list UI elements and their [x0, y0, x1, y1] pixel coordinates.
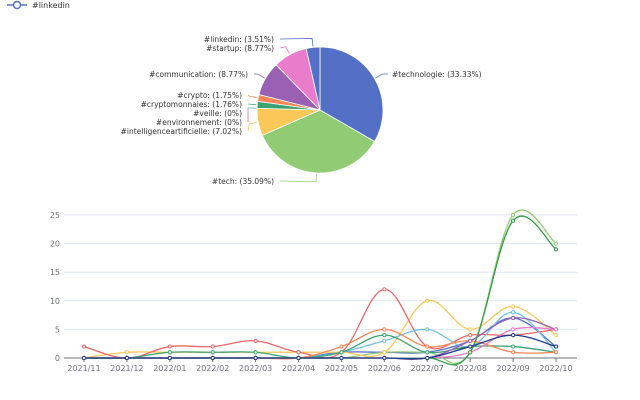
series-point[interactable] — [167, 350, 172, 355]
pie-slice-label: #technologie: (33.33%) — [392, 70, 482, 79]
series-point[interactable] — [553, 241, 559, 246]
pie-leader-line — [375, 73, 389, 79]
pie-slice-label: #startup: (8.77%) — [206, 44, 274, 53]
series-point[interactable] — [425, 344, 430, 349]
series-point[interactable] — [382, 350, 387, 355]
series-point[interactable] — [339, 355, 344, 361]
series-point[interactable] — [510, 327, 516, 332]
series-point[interactable] — [124, 355, 130, 361]
series-point[interactable] — [468, 350, 473, 355]
pie-slice-label: #environnement: (0%) — [156, 118, 242, 127]
series-point[interactable] — [510, 304, 516, 309]
pie-leader-line — [279, 46, 290, 54]
series-point[interactable] — [553, 344, 559, 349]
x-tick-label: 2022/08 — [454, 364, 487, 373]
pie-slice-label: #linkedin: (3.51%) — [204, 35, 274, 44]
series-point[interactable] — [425, 355, 430, 361]
series-line[interactable] — [84, 334, 557, 360]
pie-leader-line — [279, 173, 317, 183]
series-point[interactable] — [553, 350, 559, 355]
y-tick-label: 15 — [50, 268, 60, 277]
pie-chart: #technologie: (33.33%) #tech: (35.09%) #in… — [121, 35, 482, 186]
x-tick-label: 2022/07 — [411, 364, 444, 373]
x-tick-label: 2022/10 — [539, 364, 572, 373]
series-point[interactable] — [425, 350, 430, 355]
y-tick-label: 5 — [55, 325, 60, 334]
x-tick-label: 2022/06 — [368, 364, 401, 373]
series-point[interactable] — [382, 338, 387, 343]
series-point[interactable] — [296, 355, 301, 361]
y-tick-label: 10 — [50, 297, 60, 306]
pie-slice[interactable] — [305, 46, 321, 111]
x-tick-label: 2022/01 — [153, 364, 186, 373]
series-point[interactable] — [339, 350, 344, 355]
pie-leader-line — [247, 121, 258, 132]
series-point[interactable] — [510, 212, 516, 218]
pie-slice[interactable] — [319, 46, 384, 143]
x-tick-label: 2022/03 — [239, 364, 272, 373]
series-point[interactable] — [167, 355, 172, 361]
series-point[interactable] — [210, 355, 215, 361]
x-tick-label: 2022/04 — [282, 364, 315, 373]
pie-leader-line — [279, 38, 314, 47]
series-point[interactable] — [253, 350, 258, 355]
pie-leader-line — [247, 103, 257, 106]
series-point[interactable] — [510, 310, 516, 315]
series-point[interactable] — [382, 287, 387, 292]
series-point[interactable] — [339, 344, 344, 349]
series-point[interactable] — [425, 298, 430, 303]
pie-slice-label: #communication: (8.77%) — [149, 70, 248, 79]
series-point[interactable] — [553, 327, 559, 332]
x-tick-label: 2022/09 — [496, 364, 529, 373]
series-point[interactable] — [425, 327, 430, 332]
pie-leader-line — [253, 73, 265, 79]
y-tick-label: 25 — [50, 211, 60, 220]
pie-leader-line — [247, 107, 257, 114]
series-point[interactable] — [510, 218, 516, 223]
series-point[interactable] — [468, 327, 473, 332]
series-point[interactable] — [468, 333, 473, 338]
x-tick-label: 2022/05 — [325, 364, 358, 373]
pie-slice-label: #veille: (0%) — [193, 109, 242, 118]
pie-slice[interactable] — [261, 109, 376, 174]
series-point[interactable] — [510, 315, 516, 321]
series-line[interactable] — [84, 209, 557, 364]
legend-label: #linkedin — [32, 0, 70, 10]
series-point[interactable] — [468, 344, 473, 349]
series-point[interactable] — [510, 350, 516, 355]
series-point[interactable] — [210, 350, 215, 355]
series-point[interactable] — [382, 333, 387, 338]
series-point[interactable] — [81, 355, 87, 361]
series-point[interactable] — [553, 247, 559, 252]
y-tick-label: 0 — [55, 354, 60, 363]
chart-legend[interactable]: #linkedin — [6, 0, 70, 10]
x-tick-label: 2021/11 — [67, 364, 100, 373]
series-point[interactable] — [510, 333, 516, 338]
series-point[interactable] — [553, 333, 559, 338]
pie-slice-label: #tech: (35.09%) — [212, 177, 274, 186]
series-point[interactable] — [167, 344, 172, 349]
series-point[interactable] — [253, 338, 258, 343]
y-tick-label: 20 — [50, 240, 60, 249]
series-point[interactable] — [382, 327, 387, 332]
pie-leader-line — [247, 94, 258, 99]
series-point[interactable] — [382, 355, 387, 361]
x-tick-label: 2021/12 — [110, 364, 143, 373]
pie-slice-label: #intelligenceartificielle: (7.02%) — [121, 127, 242, 136]
series-point[interactable] — [210, 344, 215, 349]
series-point[interactable] — [510, 344, 516, 349]
series-point[interactable] — [81, 344, 87, 349]
series-point[interactable] — [296, 350, 301, 355]
x-tick-label: 2022/02 — [196, 364, 229, 373]
series-point[interactable] — [124, 350, 130, 355]
pie-slice-label: #crypto: (1.75%) — [177, 91, 242, 100]
legend-line-circle-icon — [7, 0, 27, 10]
pie-slice-label: #cryptomonnaies: (1.76%) — [141, 100, 242, 109]
series-point[interactable] — [253, 355, 258, 361]
series-point[interactable] — [468, 338, 473, 343]
series-line[interactable] — [84, 215, 557, 366]
